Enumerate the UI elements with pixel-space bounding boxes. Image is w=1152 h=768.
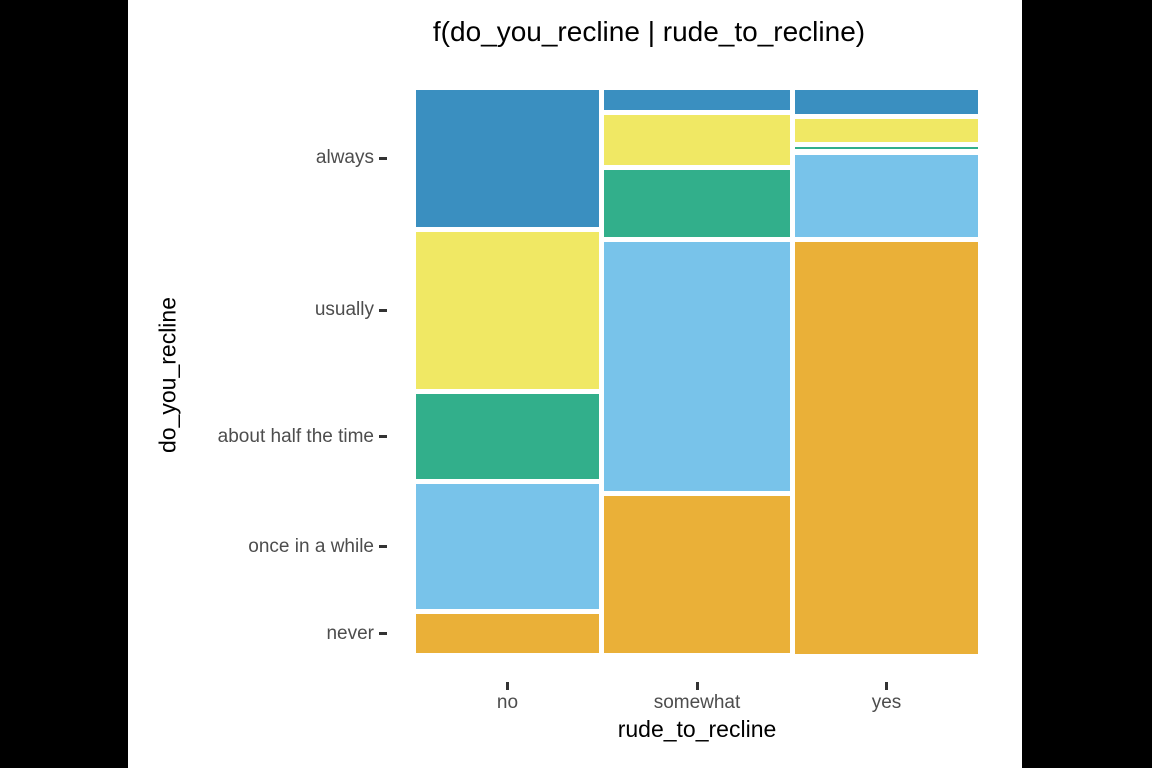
mosaic-tile-no-once-in-a-while — [416, 483, 599, 610]
plot-canvas: f(do_you_recline | rude_to_recline) do_y… — [128, 0, 1022, 768]
mosaic-tile-no-usually — [416, 231, 599, 390]
mosaic-tile-somewhat-usually — [604, 115, 790, 166]
mosaic-tile-no-always — [416, 90, 599, 227]
x-axis-title: rude_to_recline — [617, 716, 777, 742]
x-tick-mark-no — [506, 682, 509, 690]
y-tick-label-usually: usually — [314, 299, 374, 321]
y-tick-mark-usually — [379, 308, 387, 312]
x-tick-mark-yes — [885, 682, 888, 690]
y-tick-label-about-half-the-time: about half the time — [217, 425, 374, 447]
mosaic-tile-no-never — [416, 614, 599, 654]
mosaic-tile-yes-usually — [795, 118, 978, 142]
mosaic-tile-no-about-half-the-time — [416, 394, 599, 479]
mosaic-tile-yes-once-in-a-while — [795, 154, 978, 237]
x-tick-label-somewhat: somewhat — [653, 692, 741, 713]
mosaic-tile-somewhat-never — [604, 495, 790, 654]
mosaic-tile-yes-never — [795, 241, 978, 654]
y-tick-mark-never — [379, 632, 387, 636]
y-tick-mark-about-half-the-time — [379, 435, 387, 438]
mosaic-tile-somewhat-once-in-a-while — [604, 241, 790, 491]
mosaic-panel — [416, 90, 978, 654]
x-tick-label-no: no — [496, 692, 519, 713]
x-tick-label-yes: yes — [871, 692, 902, 713]
y-tick-mark-always — [379, 156, 387, 160]
y-tick-mark-once-in-a-while — [379, 545, 387, 548]
mosaic-tile-somewhat-about-half-the-time — [604, 170, 790, 237]
y-tick-label-always: always — [315, 147, 374, 169]
y-tick-label-once-in-a-while: once in a while — [248, 535, 374, 557]
plot-title: f(do_you_recline | rude_to_recline) — [432, 16, 866, 47]
mosaic-tile-yes-about-half-the-time — [795, 146, 978, 150]
y-tick-label-never: never — [326, 622, 374, 644]
x-tick-mark-somewhat — [695, 682, 699, 690]
mosaic-tile-somewhat-always — [604, 90, 790, 111]
mosaic-tile-yes-always — [795, 90, 978, 114]
